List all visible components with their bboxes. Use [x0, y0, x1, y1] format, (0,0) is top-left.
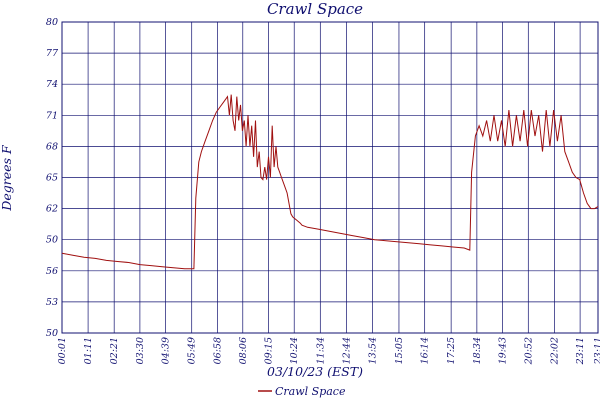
legend: Crawl Space	[258, 385, 346, 398]
x-tick-label: 22:02	[549, 337, 560, 365]
x-tick-label: 13:54	[367, 337, 378, 364]
x-tick-label: 23:11	[575, 337, 586, 365]
y-tick-label: 65	[46, 173, 58, 184]
x-tick-label: 20:52	[523, 337, 534, 365]
legend-label: Crawl Space	[275, 385, 346, 398]
x-tick-labels: 00:01 01:11 02:21 03:30 04:39 05:49 06:58 08:06…	[57, 337, 600, 365]
x-tick-label: 19:43	[498, 337, 509, 364]
x-tick-label: 17:25	[446, 337, 457, 364]
x-tick-label: 11:34	[315, 337, 326, 364]
y-tick-label: 80	[46, 17, 58, 28]
y-tick-label: 74	[46, 79, 58, 90]
y-tick-label: 50	[46, 328, 58, 339]
x-tick-label: 23:11	[593, 337, 600, 365]
x-tick-label: 08:06	[238, 337, 249, 364]
x-tick-label: 15:05	[394, 337, 405, 364]
x-tick-label: 05:49	[187, 337, 198, 364]
x-axis-label: 03/10/23 (EST)	[267, 364, 363, 379]
series-line-crawl-space	[61, 94, 599, 270]
y-tick-labels: 50 53 56 50 62 65 68 71 74 77 80	[46, 17, 59, 339]
x-tick-label: 03:30	[135, 337, 146, 364]
x-tick-label: 09:15	[263, 337, 274, 364]
y-tick-label: 50	[46, 235, 58, 246]
y-tick-label: 53	[46, 297, 58, 308]
y-tick-label: 68	[46, 141, 58, 152]
x-tick-label: 00:01	[57, 337, 68, 364]
x-tick-label: 06:58	[212, 337, 223, 364]
x-tick-label: 04:39	[161, 337, 172, 364]
x-tick-label: 02:21	[109, 337, 120, 364]
x-tick-label: 16:14	[420, 337, 431, 364]
y-tick-label: 56	[46, 266, 58, 277]
chart-title: Crawl Space	[267, 0, 363, 18]
y-tick-label: 62	[46, 204, 58, 215]
grid-lines	[61, 21, 599, 334]
x-tick-label: 01:11	[83, 337, 94, 364]
y-axis-label: Degrees F	[0, 144, 14, 212]
y-tick-label: 71	[46, 110, 58, 121]
y-tick-label: 77	[46, 48, 59, 59]
x-tick-label: 18:34	[472, 337, 483, 364]
x-tick-label: 12:44	[341, 337, 352, 364]
x-tick-label: 10:24	[289, 337, 300, 364]
plot-frame	[61, 21, 599, 334]
